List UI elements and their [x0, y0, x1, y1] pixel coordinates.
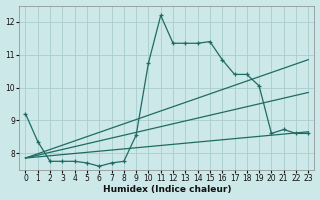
X-axis label: Humidex (Indice chaleur): Humidex (Indice chaleur) — [103, 185, 231, 194]
